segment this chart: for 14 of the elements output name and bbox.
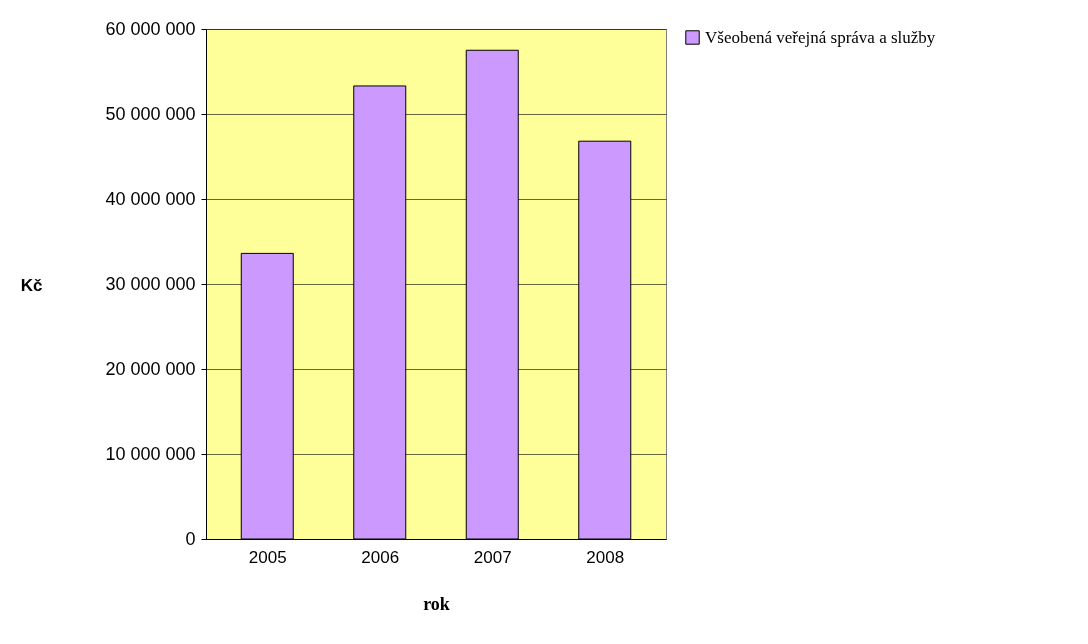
y-tick-label: 20 000 000 — [105, 358, 196, 379]
y-tick-label: 10 000 000 — [105, 443, 196, 464]
y-tick-label: 60 000 000 — [105, 18, 196, 39]
x-tick-label: 2005 — [248, 547, 287, 567]
y-axis-title: Kč — [20, 275, 43, 295]
x-tick-label: 2006 — [361, 547, 400, 567]
y-tick-label: 50 000 000 — [105, 103, 196, 124]
y-tick-label: 40 000 000 — [105, 188, 196, 209]
x-tick-label: 2008 — [586, 547, 625, 567]
x-axis-title: rok — [423, 593, 450, 614]
y-tick-label: 0 — [185, 528, 196, 549]
x-tick-label: 2007 — [473, 547, 512, 567]
y-tick-label: 30 000 000 — [105, 273, 196, 294]
legend-label: Všeobená veřejná správa a služby — [705, 27, 936, 47]
